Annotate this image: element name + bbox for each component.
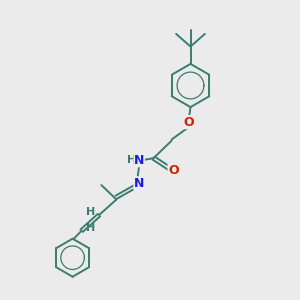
Text: N: N	[134, 177, 144, 190]
Text: O: O	[168, 164, 179, 178]
Text: H: H	[86, 207, 95, 217]
Text: H: H	[86, 223, 95, 233]
Text: N: N	[134, 154, 144, 167]
Text: O: O	[184, 116, 194, 129]
Text: H: H	[127, 155, 136, 165]
